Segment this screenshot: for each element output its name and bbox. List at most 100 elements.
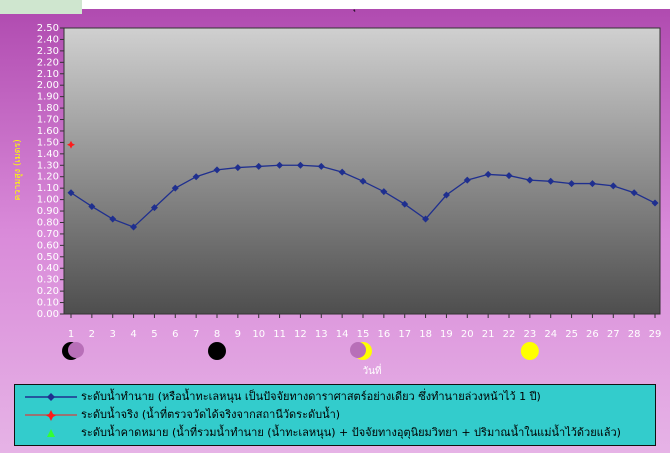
x-tick-label: 17 <box>398 329 411 340</box>
series-predicted-point <box>276 161 284 169</box>
x-tick-label: 3 <box>110 329 116 340</box>
y-tick-label: 2.00 <box>37 80 59 91</box>
series-predicted-point <box>422 215 430 223</box>
y-tick-label: 0.70 <box>37 229 59 240</box>
y-tick-label: 0.20 <box>37 286 59 297</box>
y-tick-label: 0.90 <box>37 206 59 217</box>
series-predicted-point <box>401 200 409 208</box>
x-tick-label: 14 <box>336 329 349 340</box>
legend-label-actual: ระดับน้ำจริง (น้ำที่ตรวจวัดได้จริงจากสถา… <box>81 408 341 421</box>
plot-area <box>63 27 661 315</box>
x-tick-label: 26 <box>586 329 599 340</box>
y-tick-label: 2.10 <box>37 69 59 80</box>
y-tick-label: 0.30 <box>37 275 59 286</box>
y-tick-label: 1.00 <box>37 195 59 206</box>
series-predicted-point <box>109 215 117 223</box>
x-tick-label: 8 <box>214 329 220 340</box>
series-predicted-point <box>568 180 576 188</box>
y-tick-label: 1.40 <box>37 149 59 160</box>
legend-label-predicted: ระดับน้ำทำนาย (หรือน้ำทะเลหนุน เป็นปัจจั… <box>81 390 541 403</box>
crescent-moon-shadow <box>350 342 366 358</box>
crescent-moon-icon <box>62 342 84 360</box>
series-predicted-point <box>255 162 263 170</box>
series-predicted-point <box>526 176 534 184</box>
series-predicted-point <box>463 176 471 184</box>
x-tick-label: 22 <box>503 329 516 340</box>
x-tick-label: 5 <box>151 329 157 340</box>
legend-marker-expected <box>47 429 55 437</box>
y-axis-label: ความสูง (เมตร) <box>13 139 23 201</box>
series-predicted-point <box>213 166 221 174</box>
y-tick-label: 1.30 <box>37 160 59 171</box>
outer-panel-corner <box>0 0 82 14</box>
series-predicted-point <box>234 164 242 172</box>
series-predicted-point <box>338 168 346 176</box>
y-tick-label: 2.50 <box>37 23 59 34</box>
series-predicted-point <box>547 177 555 185</box>
x-axis-label: วันที่ <box>362 363 381 377</box>
y-tick-label: 2.40 <box>37 34 59 45</box>
series-predicted-point <box>380 188 388 196</box>
x-tick-label: 19 <box>440 329 453 340</box>
legend-box: ระดับน้ำทำนาย (หรือน้ำทะเลหนุน เป็นปัจจั… <box>14 384 656 446</box>
series-layer <box>67 140 659 231</box>
y-tick-label: 1.70 <box>37 115 59 126</box>
x-axis-ticks: 1 2 3 4 5 6 7 8 9 10 11 12 13 14 15 16 17 18 19 20 21 22 23 24 2… <box>68 314 661 340</box>
series-predicted-point <box>588 180 596 188</box>
x-tick-label: 11 <box>273 329 286 340</box>
x-tick-label: 20 <box>461 329 474 340</box>
y-tick-label: 0.50 <box>37 252 59 263</box>
x-tick-label: 25 <box>565 329 578 340</box>
series-predicted-point <box>171 184 179 192</box>
series-predicted-point <box>630 189 638 197</box>
y-tick-label: 0.10 <box>37 298 59 309</box>
x-tick-label: 13 <box>315 329 328 340</box>
x-tick-label: 21 <box>482 329 495 340</box>
series-predicted-point <box>484 170 492 178</box>
y-tick-label: 1.10 <box>37 183 59 194</box>
y-tick-label: 2.20 <box>37 57 59 68</box>
x-tick-label: 16 <box>377 329 390 340</box>
series-predicted-point <box>67 189 75 197</box>
new-moon-icon <box>208 342 226 360</box>
series-predicted-point <box>317 162 325 170</box>
series-predicted-point <box>192 173 200 181</box>
series-predicted-point <box>359 177 367 185</box>
x-tick-label: 23 <box>523 329 536 340</box>
x-tick-label: 15 <box>357 329 370 340</box>
x-tick-label: 12 <box>294 329 307 340</box>
series-predicted-point <box>150 204 158 212</box>
legend-marker-actual <box>25 410 77 421</box>
y-tick-label: 0.00 <box>37 309 59 320</box>
x-tick-label: 2 <box>89 329 95 340</box>
series-predicted-point <box>505 172 513 180</box>
series-predicted-point <box>651 199 659 207</box>
series-predicted-point <box>88 202 96 210</box>
legend-marker-predicted <box>25 393 77 401</box>
y-tick-label: 2.30 <box>37 46 59 57</box>
y-axis-ticks: 0.000.100.200.300.400.500.600.700.800.90… <box>37 23 64 320</box>
x-tick-label: 27 <box>607 329 620 340</box>
y-tick-label: 1.20 <box>37 172 59 183</box>
legend-label-expected: ระดับน้ำคาดหมาย (น้ำที่รวมน้ำทำนาย (น้ำท… <box>81 426 621 439</box>
x-tick-label: 18 <box>419 329 432 340</box>
full-moon-icon <box>520 342 539 360</box>
series-predicted-point <box>296 161 304 169</box>
series-predicted-point <box>442 191 450 199</box>
x-tick-label: 28 <box>628 329 641 340</box>
x-tick-label: 7 <box>193 329 199 340</box>
y-tick-label: 1.80 <box>37 103 59 114</box>
series-actual-point <box>67 140 75 149</box>
x-tick-label: 9 <box>235 329 241 340</box>
y-tick-label: 1.60 <box>37 126 59 137</box>
crescent-moon-icon <box>350 342 372 360</box>
x-tick-label: 6 <box>172 329 178 340</box>
series-predicted-point <box>130 223 138 231</box>
y-tick-label: 0.80 <box>37 217 59 228</box>
moon-phase-row <box>62 342 539 360</box>
series-predicted-point <box>609 182 617 190</box>
y-tick-label: 0.60 <box>37 240 59 251</box>
crescent-moon-shadow <box>68 342 84 358</box>
